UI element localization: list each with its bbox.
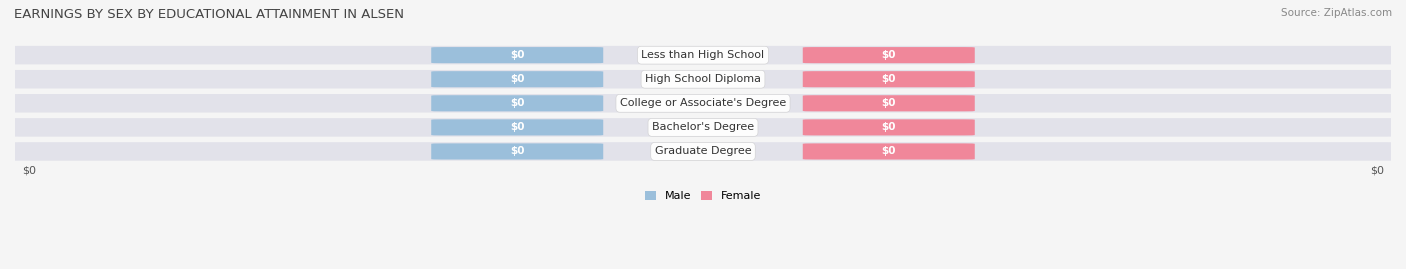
FancyBboxPatch shape xyxy=(4,118,1402,137)
Text: $0: $0 xyxy=(882,74,896,84)
Text: High School Diploma: High School Diploma xyxy=(645,74,761,84)
FancyBboxPatch shape xyxy=(4,46,1402,64)
Text: $0: $0 xyxy=(882,146,896,157)
FancyBboxPatch shape xyxy=(803,95,974,111)
Text: $0: $0 xyxy=(510,74,524,84)
FancyBboxPatch shape xyxy=(803,143,974,160)
Text: Source: ZipAtlas.com: Source: ZipAtlas.com xyxy=(1281,8,1392,18)
Text: $0: $0 xyxy=(510,146,524,157)
FancyBboxPatch shape xyxy=(803,47,974,63)
Text: $0: $0 xyxy=(882,122,896,132)
Text: $0: $0 xyxy=(510,98,524,108)
FancyBboxPatch shape xyxy=(4,94,1402,112)
FancyBboxPatch shape xyxy=(4,142,1402,161)
FancyBboxPatch shape xyxy=(432,47,603,63)
Text: Less than High School: Less than High School xyxy=(641,50,765,60)
Text: $0: $0 xyxy=(882,50,896,60)
Text: Bachelor's Degree: Bachelor's Degree xyxy=(652,122,754,132)
FancyBboxPatch shape xyxy=(432,71,603,87)
Text: $0: $0 xyxy=(510,50,524,60)
Text: EARNINGS BY SEX BY EDUCATIONAL ATTAINMENT IN ALSEN: EARNINGS BY SEX BY EDUCATIONAL ATTAINMEN… xyxy=(14,8,404,21)
FancyBboxPatch shape xyxy=(4,70,1402,89)
FancyBboxPatch shape xyxy=(432,95,603,111)
Text: $0: $0 xyxy=(22,165,37,175)
FancyBboxPatch shape xyxy=(432,143,603,160)
Legend: Male, Female: Male, Female xyxy=(641,186,765,206)
Text: Graduate Degree: Graduate Degree xyxy=(655,146,751,157)
Text: College or Associate's Degree: College or Associate's Degree xyxy=(620,98,786,108)
Text: $0: $0 xyxy=(1369,165,1384,175)
FancyBboxPatch shape xyxy=(803,119,974,136)
FancyBboxPatch shape xyxy=(803,71,974,87)
FancyBboxPatch shape xyxy=(432,119,603,136)
Text: $0: $0 xyxy=(510,122,524,132)
Text: $0: $0 xyxy=(882,98,896,108)
